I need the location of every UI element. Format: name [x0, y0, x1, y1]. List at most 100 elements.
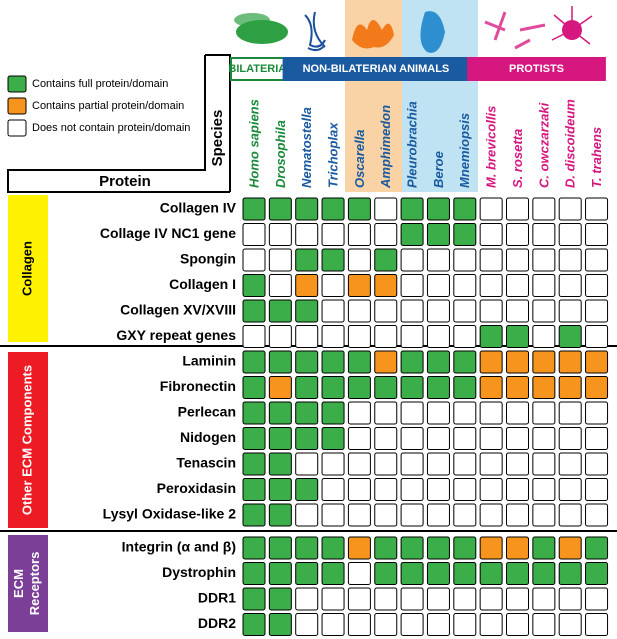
presence-cell [453, 478, 477, 501]
presence-cell [506, 248, 529, 272]
presence-cell [479, 536, 503, 560]
protein-header: Protein [99, 173, 151, 190]
presence-cell [558, 587, 582, 611]
presence-cell [426, 197, 450, 221]
presence-cell [558, 274, 582, 297]
presence-cell [374, 613, 398, 636]
species-label: Amphimedon [378, 105, 393, 189]
presence-cell [479, 248, 503, 272]
presence-cell [400, 452, 424, 476]
presence-cell [374, 223, 398, 246]
presence-cell [400, 325, 424, 348]
presence-cell [453, 401, 477, 425]
presence-cell [242, 248, 266, 272]
presence-cell [558, 562, 582, 585]
presence-cell [374, 503, 398, 527]
presence-cell [453, 248, 477, 272]
presence-cell [532, 503, 556, 527]
presence-cell [268, 562, 292, 585]
presence-cell [506, 587, 529, 611]
presence-cell [268, 536, 292, 560]
presence-cell [400, 536, 424, 560]
presence-cell [268, 478, 292, 501]
presence-cell [506, 401, 529, 425]
protein-label: Tenascin [176, 455, 236, 471]
presence-cell [242, 587, 266, 611]
presence-cell [295, 562, 319, 585]
presence-cell [506, 197, 529, 221]
presence-cell [374, 299, 398, 323]
presence-cell [426, 613, 450, 636]
presence-cell [268, 274, 292, 297]
presence-cell [321, 223, 345, 246]
presence-cell [242, 562, 266, 585]
presence-cell [532, 299, 556, 323]
presence-cell [347, 350, 371, 374]
presence-cell [374, 587, 398, 611]
presence-cell [558, 478, 582, 501]
species-label: S. rosetta [510, 129, 525, 188]
presence-cell [426, 478, 450, 501]
presence-cell [506, 478, 529, 501]
presence-cell [426, 274, 450, 297]
presence-cell [347, 248, 371, 272]
presence-cell [532, 536, 556, 560]
presence-cell [242, 197, 266, 221]
presence-cell [585, 350, 609, 374]
protein-label: Dystrophin [162, 564, 236, 580]
presence-cell [479, 452, 503, 476]
legend-label: Contains partial protein/domain [32, 100, 184, 112]
presence-cell [585, 613, 609, 636]
presence-cell [268, 503, 292, 527]
group-label: PROTISTS [509, 63, 564, 75]
presence-cell [453, 325, 477, 348]
presence-cell [347, 299, 371, 323]
presence-cell [479, 223, 503, 246]
presence-cell [268, 401, 292, 425]
presence-cell [400, 248, 424, 272]
presence-cell [532, 248, 556, 272]
presence-cell [532, 325, 556, 348]
presence-cell [426, 452, 450, 476]
presence-cell [506, 613, 529, 636]
presence-cell [558, 299, 582, 323]
legend-label: Does not contain protein/domain [32, 122, 190, 134]
presence-cell [295, 223, 319, 246]
presence-cell [453, 587, 477, 611]
presence-cell [426, 503, 450, 527]
presence-cell [506, 325, 529, 348]
category-label: Other ECM Components [19, 365, 34, 515]
presence-cell [585, 299, 609, 323]
presence-cell [374, 350, 398, 374]
presence-cell [268, 350, 292, 374]
presence-cell [400, 223, 424, 246]
presence-cell [506, 536, 529, 560]
presence-cell [585, 562, 609, 585]
presence-cell [242, 401, 266, 425]
legend-label: Contains full protein/domain [32, 78, 168, 90]
presence-cell [321, 401, 345, 425]
presence-cell [400, 427, 424, 450]
presence-cell [242, 536, 266, 560]
presence-cell [268, 376, 292, 399]
protein-label: GXY repeat genes [116, 327, 236, 343]
presence-cell [585, 478, 609, 501]
presence-cell [453, 613, 477, 636]
presence-cell [347, 223, 371, 246]
presence-cell [321, 562, 345, 585]
presence-cell [295, 248, 319, 272]
presence-cell [295, 536, 319, 560]
protein-label: Lysyl Oxidase-like 2 [103, 506, 237, 522]
species-label: Beroe [431, 151, 446, 188]
presence-cell [585, 223, 609, 246]
presence-cell [558, 452, 582, 476]
legend-swatch [7, 119, 27, 137]
presence-cell [426, 376, 450, 399]
species-label: D. discoideum [563, 99, 578, 188]
presence-cell [374, 376, 398, 399]
presence-cell [585, 536, 609, 560]
presence-cell [453, 536, 477, 560]
presence-cell [558, 503, 582, 527]
presence-cell [506, 376, 529, 399]
presence-cell [242, 503, 266, 527]
